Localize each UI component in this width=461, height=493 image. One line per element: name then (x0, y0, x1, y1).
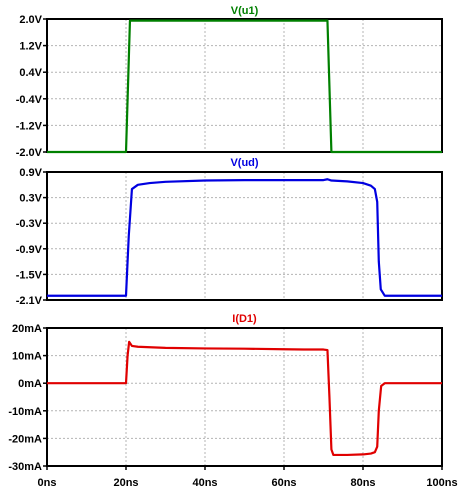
x-tick-label-2: 40ns (192, 477, 217, 489)
x-tick-label-1: 20ns (113, 477, 138, 489)
y-tick-label-2-1: 10mA (12, 351, 42, 363)
y-tick-label-0-1: 1.2V (19, 41, 42, 53)
y-tick-label-1-2: -0.3V (16, 218, 43, 230)
y-tick-label-1-3: -0.9V (16, 244, 43, 256)
y-tick-label-2-0: 20mA (12, 323, 42, 335)
trace-id1-0 (47, 340, 442, 457)
plot-frame-2 (46, 327, 443, 467)
plot-frame-0 (46, 18, 443, 153)
y-tick-label-2-3: -10mA (8, 406, 42, 418)
y-tick-label-0-5: -2.0V (16, 147, 43, 159)
y-tick-label-0-2: 0.4V (19, 67, 42, 79)
x-tick-label-5: 100ns (426, 477, 457, 489)
y-tick-label-1-0: 0.9V (19, 167, 42, 179)
x-tick-label-0: 0ns (38, 477, 57, 489)
y-tick-label-0-0: 2.0V (19, 14, 42, 26)
x-tick-label-4: 80ns (350, 477, 375, 489)
y-tick-label-2-2: 0mA (18, 378, 42, 390)
x-tick-label-3: 60ns (271, 477, 296, 489)
panel-title-1: V(ud) (230, 157, 258, 169)
panel-title-2: I(D1) (232, 313, 257, 325)
trace-vu1-0 (47, 19, 442, 154)
y-tick-label-2-4: -20mA (8, 433, 42, 445)
y-tick-label-2-5: -30mA (8, 461, 42, 473)
y-tick-label-1-4: -1.5V (16, 269, 43, 281)
y-tick-label-0-3: -0.4V (16, 94, 43, 106)
y-tick-label-1-1: 0.3V (19, 193, 42, 205)
y-tick-label-0-4: -1.2V (16, 120, 43, 132)
y-tick-label-1-5: -2.1V (16, 295, 43, 307)
panel-title-0: V(u1) (231, 5, 259, 17)
trace-vud-0 (47, 178, 442, 297)
plot-frame-1 (46, 171, 443, 301)
